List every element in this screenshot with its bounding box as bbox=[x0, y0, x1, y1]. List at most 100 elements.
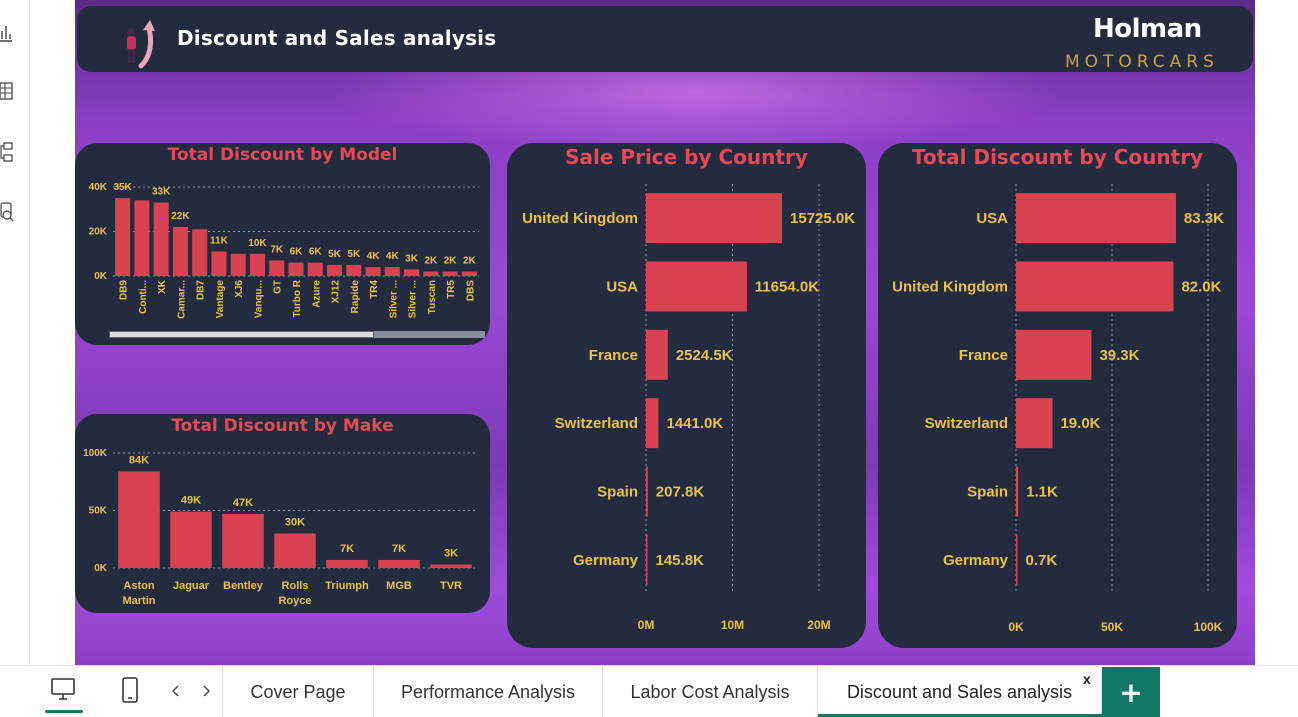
bar bbox=[222, 513, 264, 568]
desktop-layout-icon[interactable] bbox=[50, 676, 76, 707]
bar bbox=[118, 471, 160, 568]
bar bbox=[646, 466, 648, 517]
prev-page-icon[interactable] bbox=[170, 684, 182, 703]
table-icon[interactable] bbox=[0, 80, 14, 102]
data-label: 10K bbox=[248, 238, 267, 249]
tab-discount-and-sales-analysis[interactable]: Discount and Sales analysis bbox=[818, 666, 1102, 717]
mobile-layout-icon[interactable] bbox=[120, 676, 140, 709]
data-label: 49K bbox=[181, 495, 201, 507]
chart-title: Total Discount by Country bbox=[911, 145, 1204, 169]
data-label: 1.1K bbox=[1026, 484, 1058, 501]
page-tab-bar: Cover Page Performance Analysis Labor Co… bbox=[0, 665, 1298, 717]
sale-price-by-country-plot: 0M 10M 20M United Kingdom 15725.0K USA 11654.0… bbox=[522, 184, 855, 632]
sale-price-by-country-chart[interactable]: Sale Price by Country 0M 10M 20M United Kin… bbox=[507, 143, 866, 648]
discount-by-model-plot: 40K 20K 0K 35K DB9 Conti... 33K XK 22K Camar... DB… bbox=[89, 182, 479, 319]
data-label: 2524.5K bbox=[676, 347, 733, 364]
bar bbox=[378, 559, 420, 568]
chart-scrollbar-thumb[interactable] bbox=[109, 331, 374, 338]
data-label: 15725.0K bbox=[790, 210, 855, 227]
category-label: Martin bbox=[123, 595, 156, 607]
data-label: 11654.0K bbox=[755, 279, 819, 296]
bar bbox=[430, 564, 472, 568]
model-icon[interactable] bbox=[0, 141, 14, 163]
brand-logo-name: Holman bbox=[1093, 14, 1202, 44]
data-label: 84K bbox=[129, 454, 149, 466]
data-label: 47K bbox=[233, 497, 253, 509]
category-label: DBS bbox=[465, 280, 476, 301]
category-label: USA bbox=[606, 279, 638, 296]
category-label: XK bbox=[157, 279, 168, 294]
category-label: Camar... bbox=[176, 280, 187, 319]
bar bbox=[327, 264, 343, 276]
category-label: USA bbox=[976, 210, 1008, 227]
data-label: 22K bbox=[171, 211, 190, 222]
bar bbox=[172, 227, 188, 276]
x-tick-label: 20M bbox=[807, 618, 830, 632]
brand-logo-subtitle: MOTORCARS bbox=[1065, 52, 1219, 72]
bar bbox=[1016, 534, 1018, 585]
y-tick-label: 40K bbox=[89, 182, 108, 193]
close-tab-button[interactable]: x bbox=[1083, 671, 1091, 687]
bar bbox=[461, 271, 477, 276]
bar bbox=[384, 267, 400, 276]
canvas-margin bbox=[1255, 0, 1298, 665]
data-label: 7K bbox=[392, 543, 406, 555]
bar bbox=[274, 533, 316, 568]
discount-by-make-chart[interactable]: Total Discount by Make 100K 50K 0K 84K Aston… bbox=[75, 414, 490, 613]
discount-by-country-chart[interactable]: Total Discount by Country 0K 50K 100K USA 83… bbox=[878, 143, 1237, 648]
category-label: Royce bbox=[278, 595, 311, 607]
data-label: 7K bbox=[270, 244, 284, 255]
category-label: United Kingdom bbox=[892, 279, 1008, 296]
bar bbox=[288, 262, 304, 276]
bar bbox=[423, 271, 439, 276]
data-label: 11K bbox=[210, 236, 229, 247]
category-label: Switzerland bbox=[555, 415, 638, 432]
category-label: MGB bbox=[386, 580, 412, 592]
category-label: DB9 bbox=[119, 280, 130, 300]
category-label: Jaguar bbox=[173, 580, 210, 592]
tab-cover-page[interactable]: Cover Page bbox=[222, 666, 374, 717]
data-label: 3K bbox=[444, 548, 458, 560]
chart-scrollbar[interactable] bbox=[109, 331, 485, 338]
y-tick-label: 50K bbox=[89, 506, 108, 517]
tab-performance-analysis[interactable]: Performance Analysis bbox=[374, 666, 603, 717]
category-label: XJ12 bbox=[331, 280, 342, 304]
bar bbox=[646, 534, 648, 585]
discount-by-model-chart[interactable]: Total Discount by Model 40K 20K 0K 35K DB9 Co… bbox=[75, 143, 490, 345]
bar bbox=[646, 193, 783, 244]
bar bbox=[1016, 466, 1019, 517]
x-tick-label: 10M bbox=[721, 618, 744, 632]
y-tick-label: 100K bbox=[83, 448, 108, 459]
bar-chart-icon[interactable] bbox=[0, 22, 14, 44]
category-label: Aston bbox=[123, 580, 154, 592]
category-label: Turbo R bbox=[292, 279, 303, 317]
category-label: Tuscan bbox=[427, 280, 438, 314]
bar bbox=[307, 262, 323, 276]
data-label: 5K bbox=[328, 249, 342, 260]
data-label: 6K bbox=[290, 247, 304, 258]
data-label: 1441.0K bbox=[666, 415, 723, 432]
x-tick-label: 0K bbox=[1008, 620, 1024, 634]
add-page-button[interactable]: + bbox=[1102, 667, 1160, 717]
bar bbox=[346, 264, 362, 276]
category-label: Triumph bbox=[325, 580, 369, 592]
dax-query-icon[interactable] bbox=[0, 201, 14, 223]
report-canvas: Discount and Sales analysis Holman MOTOR… bbox=[75, 0, 1255, 665]
bar bbox=[442, 271, 458, 276]
chart-title: Sale Price by Country bbox=[565, 145, 808, 169]
bar bbox=[646, 398, 659, 449]
x-tick-label: 0M bbox=[638, 618, 655, 632]
category-label: Rolls bbox=[282, 580, 309, 592]
bar bbox=[1016, 261, 1174, 312]
tab-labor-cost-analysis[interactable]: Labor Cost Analysis bbox=[603, 666, 818, 717]
view-rail bbox=[0, 0, 30, 665]
data-label: 2K bbox=[424, 256, 438, 267]
category-label: Germany bbox=[943, 552, 1009, 569]
next-page-icon[interactable] bbox=[200, 684, 212, 703]
layout-selected-indicator bbox=[45, 710, 83, 713]
category-label: Switzerland bbox=[925, 415, 1008, 432]
data-label: 2K bbox=[463, 256, 477, 267]
category-label: Silver ... bbox=[388, 280, 399, 319]
data-label: 3K bbox=[405, 253, 419, 264]
